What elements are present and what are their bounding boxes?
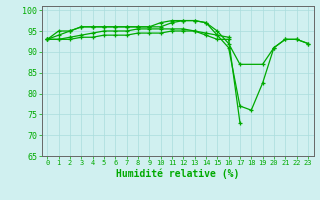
X-axis label: Humidité relative (%): Humidité relative (%) bbox=[116, 169, 239, 179]
